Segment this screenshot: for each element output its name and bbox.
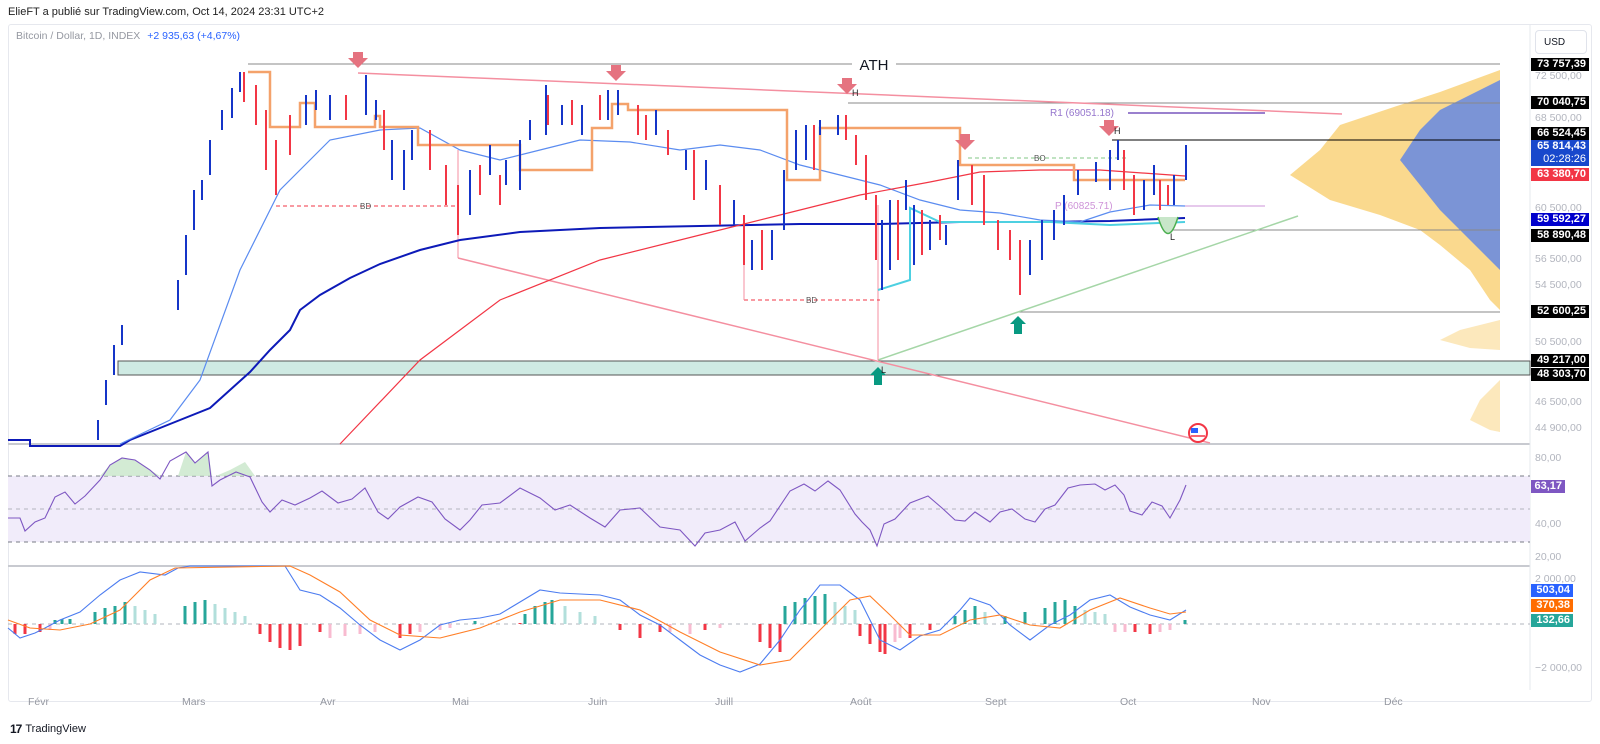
descending-support-trendline[interactable] (457, 257, 1211, 444)
price-tag: 49 217,00 (1531, 354, 1589, 367)
candles[interactable] (97, 72, 1187, 440)
sell-arrow-icons (348, 52, 1119, 150)
time-label: Avr (320, 696, 336, 708)
r1-label: R1 (69051.18) (1050, 108, 1114, 119)
time-label: Mai (452, 696, 469, 708)
price-tag: 52 600,25 (1531, 305, 1589, 318)
current-price-tag: 65 814,43 02:28:26 (1531, 140, 1589, 166)
price-tick: 46 500,00 (1535, 396, 1582, 408)
candle-countdown: 02:28:26 (1543, 153, 1586, 165)
buy-arrow-icons (870, 316, 1026, 385)
price-tag: 58 890,48 (1531, 229, 1589, 242)
ema-red-line[interactable] (339, 169, 1186, 445)
signal-line[interactable] (7, 565, 1187, 666)
high-marker-2: H (1114, 126, 1121, 136)
time-label: Juill (715, 696, 734, 708)
macd-value-tag: 503,04 (1531, 584, 1573, 597)
volume-profile (1290, 70, 1500, 432)
time-label: Mars (182, 696, 206, 708)
rsi-tick: 80,00 (1535, 452, 1562, 464)
signal-value-tag: 370,38 (1531, 599, 1573, 612)
tradingview-brand[interactable]: 17 TradingView (10, 722, 86, 736)
rsi-tick: 40,00 (1535, 518, 1562, 530)
low-marker-1: L (881, 365, 886, 375)
price-tag-ma200: 59 592,27 (1531, 213, 1589, 226)
published-line: ElieFT a publié sur TradingView.com, Oct… (8, 6, 325, 18)
price-tick: 56 500,00 (1535, 253, 1582, 265)
time-label: Sept (985, 696, 1007, 708)
rsi-tick: 20,00 (1535, 551, 1562, 563)
price-tag: 70 040,75 (1531, 96, 1589, 109)
time-label: Nov (1252, 696, 1271, 708)
price-tick: 50 500,00 (1535, 336, 1582, 348)
price-tag: 63 380,70 (1531, 168, 1589, 181)
price-tag: 66 524,45 (1531, 127, 1589, 140)
time-label: Oct (1120, 696, 1137, 708)
us-flag-event-icon[interactable] (1188, 423, 1208, 443)
price-tag-ath: 73 757,39 (1531, 58, 1589, 71)
tradingview-logo-icon: 17 (10, 722, 22, 736)
price-tick: 54 500,00 (1535, 279, 1582, 291)
price-tick: 68 500,00 (1535, 112, 1582, 124)
high-marker-1: H (852, 88, 859, 98)
support-zone[interactable] (117, 360, 1531, 376)
chart-frame (8, 24, 1592, 702)
brand-name: TradingView (25, 723, 86, 735)
macd-tick: 2 000,00 (1535, 573, 1576, 585)
cup-pattern[interactable] (1157, 216, 1179, 235)
time-label: Déc (1384, 696, 1403, 708)
bd-label-2: BD (806, 296, 817, 305)
symbol-legend: Bitcoin / Dollar, 1D, INDEX +2 935,63 (+… (16, 30, 240, 42)
price-tag: 48 303,70 (1531, 368, 1589, 381)
price-tick: 44 900,00 (1535, 422, 1582, 434)
time-label: Févr (28, 696, 49, 708)
price-tick: 60 500,00 (1535, 202, 1582, 214)
current-price: 65 814,43 (1537, 140, 1586, 152)
descending-resistance-trendline[interactable] (357, 72, 1343, 115)
rsi-line[interactable] (8, 450, 1187, 548)
bo-label: BO (1034, 154, 1046, 163)
histogram-value-tag: 132,66 (1531, 614, 1573, 627)
symbol-name: Bitcoin / Dollar, 1D, INDEX (16, 30, 141, 42)
rsi-value-tag: 63,17 (1531, 480, 1565, 493)
price-change: +2 935,63 (+4,67%) (147, 30, 241, 42)
ma-200-line[interactable] (8, 217, 1186, 447)
currency-button[interactable]: USD (1535, 30, 1587, 54)
price-tick: 72 500,00 (1535, 70, 1582, 82)
ascending-trendline[interactable] (877, 215, 1299, 361)
bd-label-1: BD (360, 202, 371, 211)
time-label: Juin (588, 696, 608, 708)
ma-50-line[interactable] (119, 127, 1186, 445)
low-marker-2: L (1170, 232, 1175, 242)
macd-tick: −2 000,00 (1535, 662, 1583, 674)
time-label: Août (850, 696, 872, 708)
pivot-label: P (60825.71) (1055, 201, 1113, 212)
ath-label: ATH (860, 57, 889, 74)
